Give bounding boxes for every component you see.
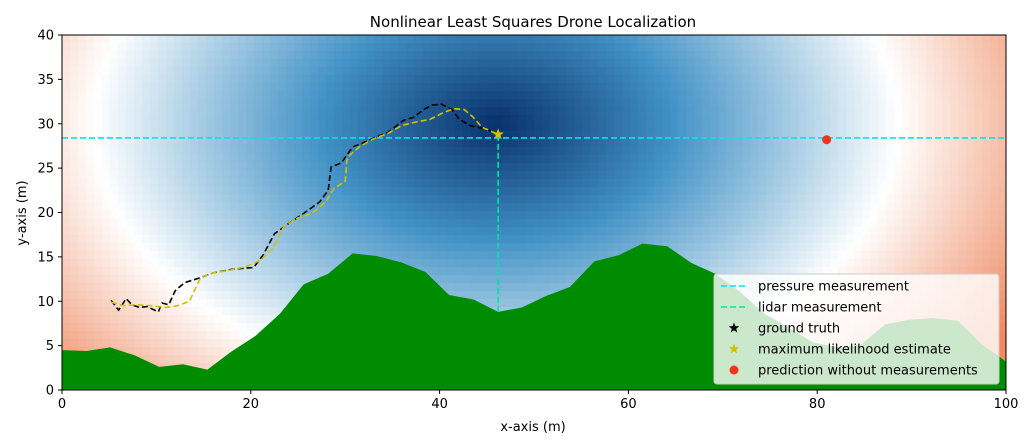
y-tick-label: 20 — [37, 206, 54, 221]
x-axis: 0 20 40 60 80 100 — [58, 390, 1019, 412]
legend-handle — [728, 343, 740, 354]
x-tick-label: 60 — [620, 397, 637, 412]
legend: pressure measurement lidar measurement gro… — [713, 273, 1000, 385]
y-tick-label: 10 — [37, 295, 54, 310]
maximum-likelihood-estimate-marker — [492, 128, 504, 140]
chart-title: Nonlinear Least Squares Drone Localizati… — [370, 13, 696, 31]
legend-handle — [728, 322, 740, 333]
y-tick-label: 35 — [37, 73, 54, 88]
x-tick-label: 20 — [243, 397, 260, 412]
x-tick-label: 100 — [994, 397, 1019, 412]
legend-box — [713, 273, 1000, 385]
x-tick-label: 80 — [809, 397, 826, 412]
legend-label: pressure measurement — [758, 280, 909, 295]
y-tick-label: 40 — [37, 29, 54, 44]
legend-label: maximum likelihood estimate — [758, 343, 951, 358]
ground-truth-line — [110, 103, 499, 313]
marker-layer — [492, 128, 832, 145]
x-tick-label: 40 — [431, 397, 448, 412]
y-axis: 0 5 10 15 20 25 30 35 40 — [37, 29, 62, 399]
series-layer — [62, 103, 1006, 313]
x-axis-label: x-axis (m) — [500, 420, 565, 435]
y-tick-label: 5 — [46, 339, 54, 354]
y-tick-label: 30 — [37, 117, 54, 132]
prediction-without-measurements-marker — [822, 135, 832, 145]
y-axis-label: y-axis (m) — [15, 180, 30, 245]
x-tick-label: 0 — [58, 397, 66, 412]
y-tick-label: 0 — [46, 384, 54, 399]
maximum-likelihood-estimate-line — [110, 107, 499, 309]
legend-label: lidar measurement — [758, 301, 882, 316]
y-tick-label: 15 — [37, 250, 54, 265]
legend-label: ground truth — [758, 322, 840, 337]
y-tick-label: 25 — [37, 162, 54, 177]
legend-label: prediction without measurements — [758, 364, 978, 379]
legend-handle — [729, 365, 739, 375]
